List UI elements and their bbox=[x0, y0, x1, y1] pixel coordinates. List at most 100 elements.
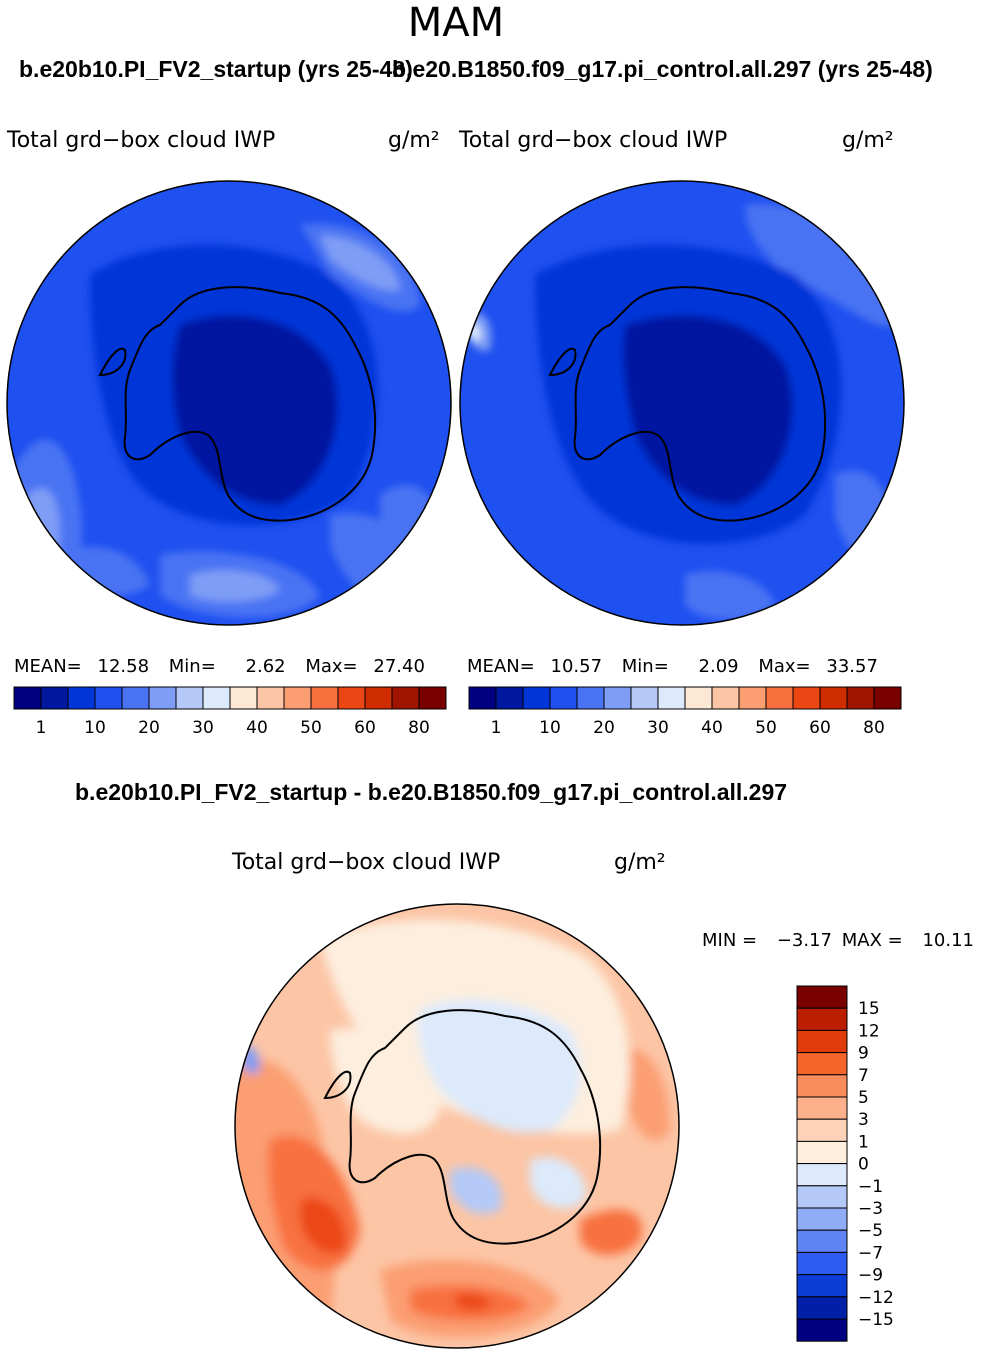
diff-colorbar-swatch bbox=[796, 1096, 848, 1120]
diff-colorbar-swatch bbox=[796, 1052, 848, 1076]
diff-colorbar-swatch bbox=[796, 1029, 848, 1054]
left-colorbar-swatch bbox=[40, 686, 69, 710]
diff-colorbar-swatch bbox=[796, 1229, 848, 1253]
diff-min-value: −3.17 bbox=[776, 930, 833, 951]
diff-colorbar-tick-label: −12 bbox=[858, 1288, 894, 1308]
diff-map bbox=[234, 903, 680, 1349]
right-colorbar-swatch bbox=[765, 686, 794, 710]
right-colorbar-swatch bbox=[549, 686, 578, 710]
left-colorbar-swatch bbox=[283, 686, 312, 710]
right-colorbar-swatch bbox=[576, 686, 605, 710]
diff-colorbar-tick-label: 3 bbox=[858, 1110, 869, 1130]
diff-colorbar-swatch bbox=[796, 1251, 848, 1276]
right-colorbar-tick-label: 20 bbox=[593, 718, 615, 738]
diff-map-border bbox=[234, 903, 680, 1349]
left-colorbar-swatch bbox=[13, 686, 42, 710]
diff-colorbar-tick-label: 0 bbox=[858, 1155, 869, 1175]
diff-colorbar-tick-label: 5 bbox=[858, 1088, 869, 1108]
left-colorbar: 1 10 20 30 40 50 60 80 bbox=[13, 686, 447, 738]
right-max-label: Max= bbox=[758, 656, 811, 677]
right-colorbar-tick-label: 30 bbox=[647, 718, 669, 738]
left-colorbar-tick-label: 30 bbox=[192, 718, 214, 738]
left-colorbar-tick-label: 40 bbox=[246, 718, 268, 738]
right-min-label: Min= bbox=[621, 656, 669, 677]
right-mean-value: 10.57 bbox=[550, 656, 603, 677]
left-min-label: Min= bbox=[168, 656, 216, 677]
left-units-label: g/m² bbox=[388, 128, 440, 153]
left-colorbar-tick-label: 80 bbox=[408, 718, 430, 738]
diff-colorbar-tick-label: −5 bbox=[858, 1221, 883, 1241]
diff-units-label: g/m² bbox=[614, 850, 666, 875]
left-coastline bbox=[123, 286, 377, 522]
right-colorbar-swatch bbox=[468, 686, 497, 710]
left-colorbar-swatch bbox=[67, 686, 96, 710]
left-max-value: 27.40 bbox=[373, 656, 425, 677]
diff-max-value: 10.11 bbox=[922, 930, 974, 951]
left-colorbar-swatch bbox=[418, 686, 447, 710]
diff-colorbar-tick-label: 15 bbox=[858, 999, 880, 1019]
left-map-border bbox=[6, 180, 452, 626]
diff-stats: MIN = −3.17 MAX = 10.11 bbox=[702, 930, 974, 951]
diff-colorbar-tick-label: 1 bbox=[858, 1132, 869, 1152]
case-b-title: b.e20.B1850.f09_g17.pi_control.all.297 (… bbox=[392, 56, 933, 82]
left-max-label: Max= bbox=[305, 656, 358, 677]
right-colorbar-tick-label: 60 bbox=[809, 718, 831, 738]
diff-colorbar-tick-label: −3 bbox=[858, 1199, 883, 1219]
left-colorbar-tick-label: 60 bbox=[354, 718, 376, 738]
diff-title: b.e20b10.PI_FV2_startup - b.e20.B1850.f0… bbox=[75, 779, 788, 805]
diff-colorbar-tick-label: −1 bbox=[858, 1177, 883, 1197]
left-mean-label: MEAN= bbox=[14, 656, 82, 677]
right-colorbar-tick-label: 40 bbox=[701, 718, 723, 738]
right-colorbar-swatch bbox=[657, 686, 686, 710]
right-colorbar: 1 10 20 30 40 50 60 80 bbox=[468, 686, 902, 738]
diff-colorbar-swatch bbox=[796, 985, 848, 1009]
diff-colorbar-tick-label: −9 bbox=[858, 1266, 883, 1286]
left-stats: MEAN= 12.58 Min= 2.62 Max= 27.40 bbox=[14, 656, 425, 677]
diff-colorbar-tick-label: −15 bbox=[858, 1310, 894, 1330]
right-max-value: 33.57 bbox=[826, 656, 878, 677]
left-colorbar-swatch bbox=[364, 686, 393, 710]
left-colorbar-swatch bbox=[310, 686, 339, 710]
diff-colorbar-swatch bbox=[796, 1318, 848, 1342]
left-map bbox=[6, 180, 452, 626]
diff-colorbar-tick-label: −7 bbox=[858, 1243, 883, 1263]
diff-coastline bbox=[348, 1009, 602, 1245]
diff-colorbar-swatch bbox=[796, 1185, 848, 1209]
case-a-title: b.e20b10.PI_FV2_startup (yrs 25-48) bbox=[19, 56, 413, 82]
right-colorbar-swatch bbox=[792, 686, 821, 710]
left-colorbar-swatch bbox=[121, 686, 150, 710]
right-colorbar-swatch bbox=[603, 686, 632, 710]
left-variable-label: Total grd−box cloud IWP bbox=[7, 128, 276, 153]
left-colorbar-tick-label: 1 bbox=[36, 718, 47, 738]
right-colorbar-swatch bbox=[738, 686, 767, 710]
right-colorbar-swatch bbox=[873, 686, 902, 710]
left-colorbar-swatch bbox=[337, 686, 366, 710]
diff-colorbar-swatch bbox=[796, 1274, 848, 1298]
right-colorbar-tick-label: 10 bbox=[539, 718, 561, 738]
left-min-value: 2.62 bbox=[245, 656, 286, 677]
right-map bbox=[459, 180, 905, 626]
right-colorbar-tick-label: 1 bbox=[491, 718, 502, 738]
right-colorbar-tick-label: 80 bbox=[863, 718, 885, 738]
right-stats: MEAN= 10.57 Min= 2.09 Max= 33.57 bbox=[467, 656, 878, 677]
right-colorbar-swatch bbox=[522, 686, 551, 710]
season-title: MAM bbox=[407, 0, 505, 46]
diff-colorbar-swatch bbox=[796, 1207, 848, 1231]
right-variable-label: Total grd−box cloud IWP bbox=[459, 128, 728, 153]
diff-colorbar-swatch bbox=[796, 1296, 848, 1320]
right-colorbar-swatch bbox=[495, 686, 524, 710]
left-colorbar-swatch bbox=[148, 686, 177, 710]
left-colorbar-swatch bbox=[391, 686, 420, 710]
left-colorbar-swatch bbox=[175, 686, 204, 710]
diff-colorbar-tick-label: 12 bbox=[858, 1021, 880, 1041]
right-coastline bbox=[573, 286, 827, 522]
right-min-value: 2.09 bbox=[698, 656, 739, 677]
left-colorbar-tick-label: 10 bbox=[84, 718, 106, 738]
diff-colorbar-swatch bbox=[796, 1140, 848, 1165]
right-colorbar-swatch bbox=[819, 686, 848, 710]
left-mean-value: 12.58 bbox=[97, 656, 150, 677]
right-units-label: g/m² bbox=[842, 128, 894, 153]
right-mean-label: MEAN= bbox=[467, 656, 535, 677]
diff-min-label: MIN = bbox=[702, 930, 758, 951]
